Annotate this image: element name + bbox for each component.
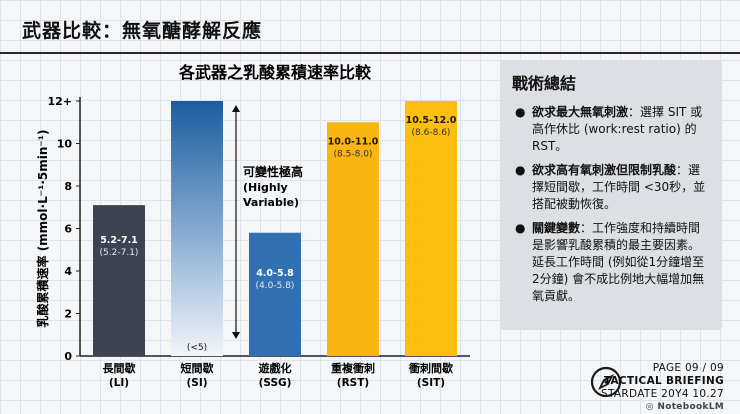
- footer: PAGE 09 / 09 TACTICAL BRIEFING STARDATE …: [601, 362, 724, 414]
- summary-item: ● 關鍵變數：工作強度和持續時間是影響乳酸累積的最主要因素。延長工作時間 (例如…: [512, 220, 710, 305]
- annotation-text: 可變性極高: [243, 164, 303, 179]
- summary-item-text: ：選擇短間歇，工作時間 <30秒，並搭配被動恢復。: [532, 163, 706, 211]
- x-tick-label: (RST): [337, 377, 369, 389]
- summary-item: ● 欲求最大無氧刺激：選擇 SIT 或高作休比 (work:rest ratio…: [512, 104, 710, 155]
- bar: [171, 101, 223, 356]
- annotation-arrowhead-down: [232, 332, 240, 339]
- page-title: 武器比較：無氧醣酵解反應: [22, 20, 263, 42]
- y-tick-label: 12+: [47, 95, 72, 108]
- y-axis-label: 乳酸累積速率 (mmol·L⁻¹·5min⁻¹): [35, 130, 50, 328]
- y-tick-label: 8: [64, 180, 72, 193]
- x-tick-label: 長間歇: [103, 361, 136, 375]
- compass-icon: [590, 366, 622, 398]
- summary-item-keyword: 欲求最大無氧刺激: [532, 105, 629, 119]
- bullet-icon: ●: [515, 163, 526, 177]
- data-label: (8.5-8.0): [334, 149, 373, 159]
- x-tick-label: (LI): [109, 377, 129, 389]
- data-label: (8.6-8.6): [412, 128, 451, 138]
- data-label: 10.5-12.0: [406, 115, 457, 126]
- bullet-icon: ●: [515, 105, 526, 119]
- bar: [93, 205, 145, 356]
- x-tick-label: 衝刺間歇: [408, 361, 453, 375]
- x-tick-label: (SI): [186, 377, 207, 389]
- stardate: STARDATE 20Y4 10.27: [601, 388, 724, 400]
- data-label: (5.2-7.1): [100, 248, 139, 258]
- chart-title: 各武器之乳酸累積速率比較: [178, 63, 372, 82]
- bar: [249, 232, 301, 356]
- brand-name: NotebookLM: [657, 402, 724, 412]
- y-tick-label: 6: [64, 223, 72, 236]
- y-tick-label: 0: [64, 350, 72, 363]
- summary-item-keyword: 欲求高有氧刺激但限制乳酸: [532, 163, 677, 177]
- x-tick-label: (SSG): [259, 377, 292, 389]
- x-tick-label: 重複衝刺: [331, 361, 375, 375]
- summary-item-text: ：選擇 SIT 或高作休比 (work:rest ratio) 的 RST。: [532, 105, 703, 153]
- data-label: 5.2-7.1: [100, 235, 138, 246]
- summary-panel: 戰術總結 ● 欲求最大無氧刺激：選擇 SIT 或高作休比 (work:rest …: [500, 60, 722, 330]
- x-tick-label: 短間歇: [181, 361, 214, 375]
- bar: [327, 122, 379, 356]
- summary-title: 戰術總結: [512, 74, 577, 93]
- brand-icon: ◎: [645, 402, 658, 412]
- bar: [405, 101, 457, 356]
- summary-item: ● 欲求高有氧刺激但限制乳酸：選擇短間歇，工作時間 <30秒，並搭配被動恢復。: [512, 162, 710, 213]
- x-tick-label: (SIT): [417, 377, 445, 389]
- data-label: (4.0-5.8): [256, 281, 295, 291]
- annotation-arrowhead-up: [232, 105, 240, 112]
- brand-label: ◎ NotebookLM: [601, 401, 724, 414]
- annotation-text: (Highly: [243, 181, 288, 194]
- bullet-icon: ●: [515, 221, 526, 235]
- data-label: (<5): [187, 343, 207, 353]
- x-tick-label: 遊戲化: [259, 361, 292, 375]
- y-tick-label: 2: [64, 308, 72, 321]
- data-label: 10.0-11.0: [328, 136, 379, 147]
- title-divider: [0, 52, 740, 54]
- y-tick-label: 4: [64, 265, 72, 278]
- summary-item-keyword: 關鍵變數: [532, 221, 581, 235]
- briefing-label: TACTICAL BRIEFING: [603, 375, 724, 387]
- y-tick-label: 10: [57, 138, 73, 151]
- page-number: PAGE 09 / 09: [652, 362, 724, 374]
- summary-item-text: ：工作強度和持續時間是影響乳酸累積的最主要因素。延長工作時間 (例如從1分鐘增至…: [532, 221, 705, 303]
- data-label: 4.0-5.8: [256, 268, 294, 279]
- summary-list: ● 欲求最大無氧刺激：選擇 SIT 或高作休比 (work:rest ratio…: [512, 104, 710, 305]
- annotation-text: Variable): [243, 196, 299, 209]
